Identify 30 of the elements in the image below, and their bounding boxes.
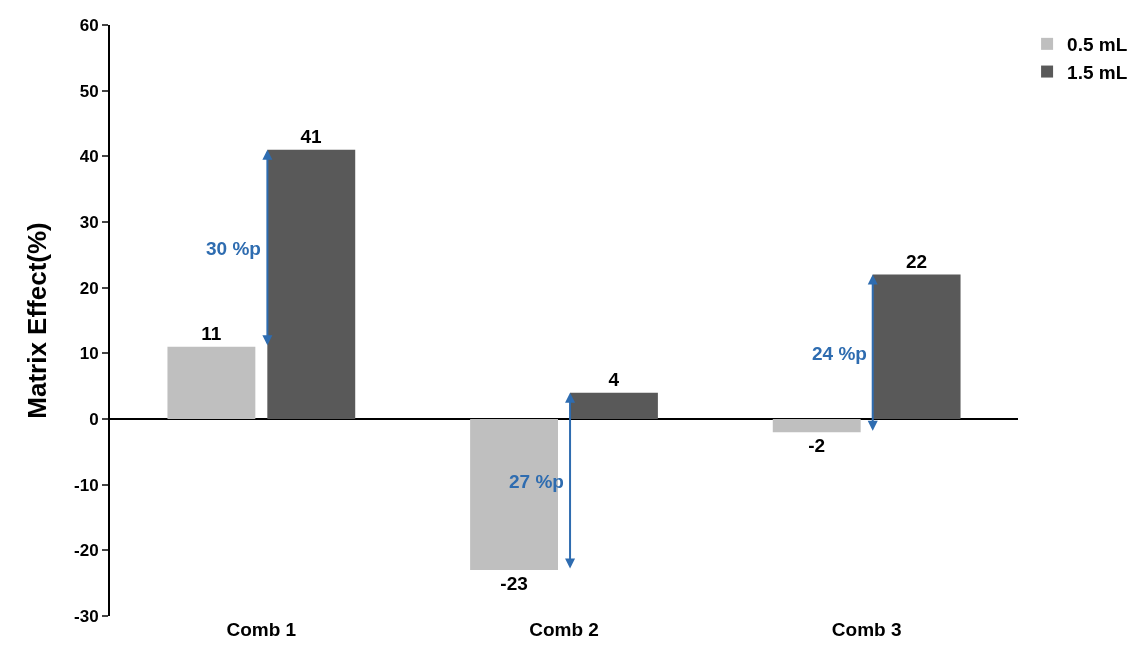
annotation: 30 %p (206, 238, 261, 259)
data-label: -2 (808, 435, 826, 457)
bar (167, 346, 256, 419)
x-tick-label: Comb 1 (226, 619, 297, 640)
annotation: 27 %p (509, 471, 564, 492)
bar (772, 419, 861, 433)
legend-label: 1.5 mL (1067, 61, 1128, 83)
bar (872, 274, 961, 419)
data-label: 4 (608, 368, 620, 390)
y-tick-label: -10 (74, 475, 99, 495)
data-label: 22 (906, 250, 928, 272)
y-tick-label: 60 (79, 15, 99, 35)
data-label: 41 (300, 125, 323, 147)
y-tick-label: 0 (89, 409, 99, 429)
y-tick-label: -30 (74, 606, 99, 626)
y-tick-label: 20 (79, 278, 99, 298)
y-tick-label: 40 (79, 147, 99, 167)
annotation: 24 %p (812, 343, 867, 364)
x-tick-label: Comb 3 (831, 619, 902, 640)
y-tick-label: 30 (79, 212, 99, 232)
data-label: -23 (500, 573, 528, 595)
legend-label: 0.5 mL (1067, 34, 1128, 56)
bar (569, 392, 658, 419)
y-tick-label: 10 (79, 344, 99, 364)
x-tick-label: Comb 2 (529, 619, 599, 640)
bar (267, 149, 356, 419)
data-label: 11 (201, 322, 222, 344)
y-axis-title: Matrix Effect(%) (21, 222, 52, 419)
y-tick-label: 50 (79, 81, 99, 101)
y-tick-label: -20 (74, 541, 99, 561)
